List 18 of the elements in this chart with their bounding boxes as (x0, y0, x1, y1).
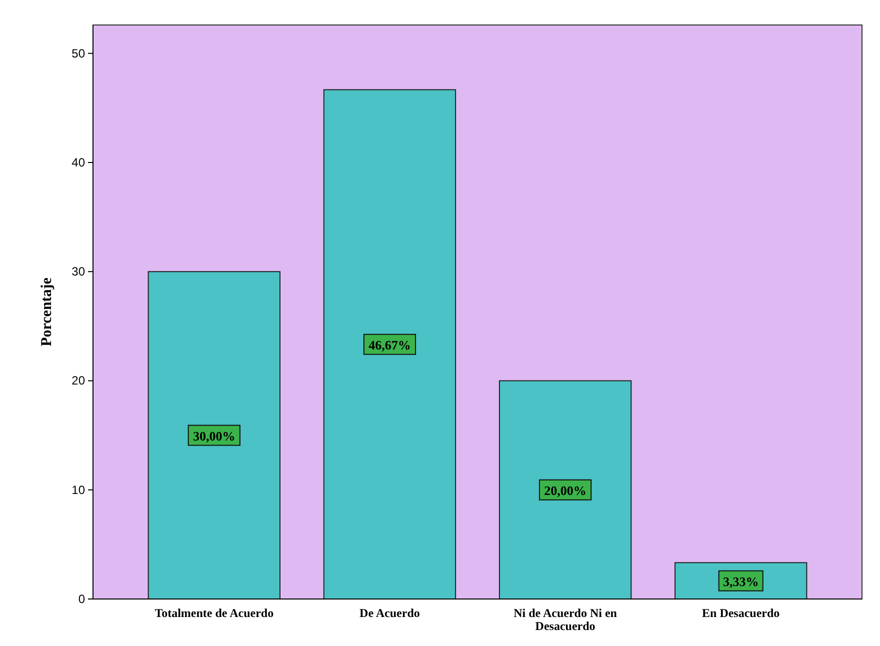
bar (498, 380, 632, 600)
data-label: 3,33% (722, 574, 759, 589)
y-axis-title: Porcentaje (39, 277, 55, 346)
bar (148, 271, 280, 600)
x-tick-label: Totalmente de Acuerdo (154, 606, 274, 620)
data-label: 20,00% (544, 482, 586, 498)
y-tick-label: 40 (72, 156, 86, 170)
data-label: 46,67% (368, 337, 411, 352)
y-tick-label: 30 (72, 264, 86, 279)
y-tick-label: 20 (72, 374, 86, 388)
bar (323, 89, 456, 600)
x-tick-label: De Acuerdo (360, 606, 420, 620)
x-tick-label: Ni de Acuerdo Ni en Desacuerdo (514, 606, 618, 633)
y-tick-label: 50 (72, 46, 86, 60)
y-tick-label: 0 (78, 592, 86, 606)
data-label: 30,00% (193, 428, 236, 444)
x-tick-label: En Desacuerdo (702, 606, 780, 620)
y-tick-label: 10 (72, 482, 86, 497)
